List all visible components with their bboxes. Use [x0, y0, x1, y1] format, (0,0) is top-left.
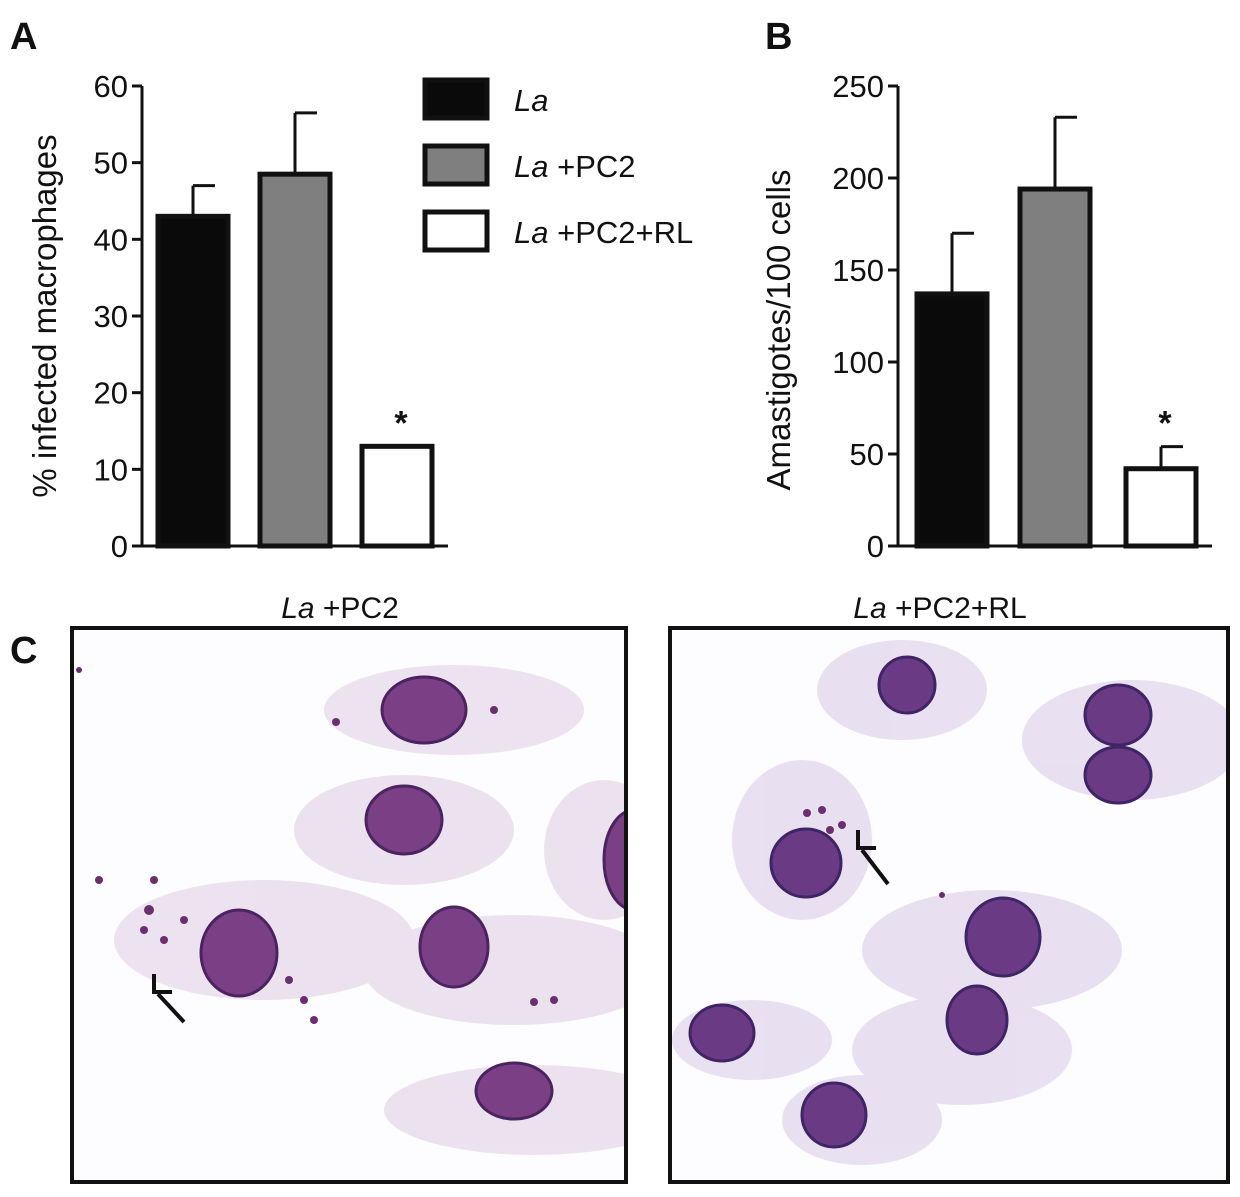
- chart-b: 0 50 100 150 200 250 Amastigotes/100 cells *: [760, 69, 1212, 564]
- legend-label: La: [514, 83, 548, 118]
- micrograph-la-pc2: [70, 626, 628, 1184]
- chart-b-y-tick-label: 250: [832, 69, 884, 104]
- chart-b-significance-marker: *: [1158, 405, 1172, 443]
- chart-a-y-tick-label: 40: [94, 222, 128, 257]
- chart-b-y-tick-label: 100: [832, 345, 884, 380]
- chart-a-y-tick-label: 10: [94, 452, 128, 487]
- chart-b-y-tick-label: 200: [832, 161, 884, 196]
- chart-b-y-axis-label: Amastigotes/100 cells: [760, 170, 797, 491]
- chart-b-bar: [1017, 186, 1093, 549]
- chart-b-bar: [1123, 466, 1199, 549]
- chart-b-y-tick-label: 50: [850, 437, 884, 472]
- chart-a-y-tick-label: 30: [94, 299, 128, 334]
- legend-label: La +PC2: [514, 149, 636, 184]
- chart-b-y-tick-label: 0: [867, 529, 884, 564]
- panel-label-a: A: [10, 16, 38, 58]
- chart-a-bar: [359, 443, 435, 549]
- micrograph-la-pc2-rl: [668, 626, 1230, 1184]
- chart-b-y-tick-label: 150: [832, 253, 884, 288]
- chart-b-bar: [914, 291, 990, 549]
- legend-swatch: [422, 143, 490, 187]
- chart-a-y-axis-label: % infected macrophages: [26, 134, 63, 497]
- legend: La La +PC2 La +PC2+RL: [422, 77, 693, 253]
- chart-a-significance-marker: *: [394, 404, 408, 442]
- chart-a-y-tick-label: 0: [111, 529, 128, 564]
- bar-charts-figure: 0 10 20 30 40 50 60 % infected macrophages * 0 50 1…: [26, 69, 1212, 564]
- chart-a-y-tick-label: 20: [94, 376, 128, 411]
- panel-label-c: C: [10, 630, 38, 672]
- chart-a-y-tick-label: 60: [94, 69, 128, 104]
- chart-a-y-tick-label: 50: [94, 146, 128, 181]
- legend-label: La +PC2+RL: [514, 215, 693, 250]
- chart-a-bar: [257, 171, 333, 549]
- chart-a-bar: [155, 213, 231, 549]
- micrograph-title-la-pc2: La +PC2: [281, 592, 399, 625]
- chart-a: 0 10 20 30 40 50 60 % infected macrophages *: [26, 69, 448, 564]
- legend-swatch: [422, 77, 490, 121]
- micrograph-title-la-pc2-rl: La +PC2+RL: [853, 592, 1027, 625]
- legend-swatch: [422, 209, 490, 253]
- panel-label-b: B: [765, 16, 793, 58]
